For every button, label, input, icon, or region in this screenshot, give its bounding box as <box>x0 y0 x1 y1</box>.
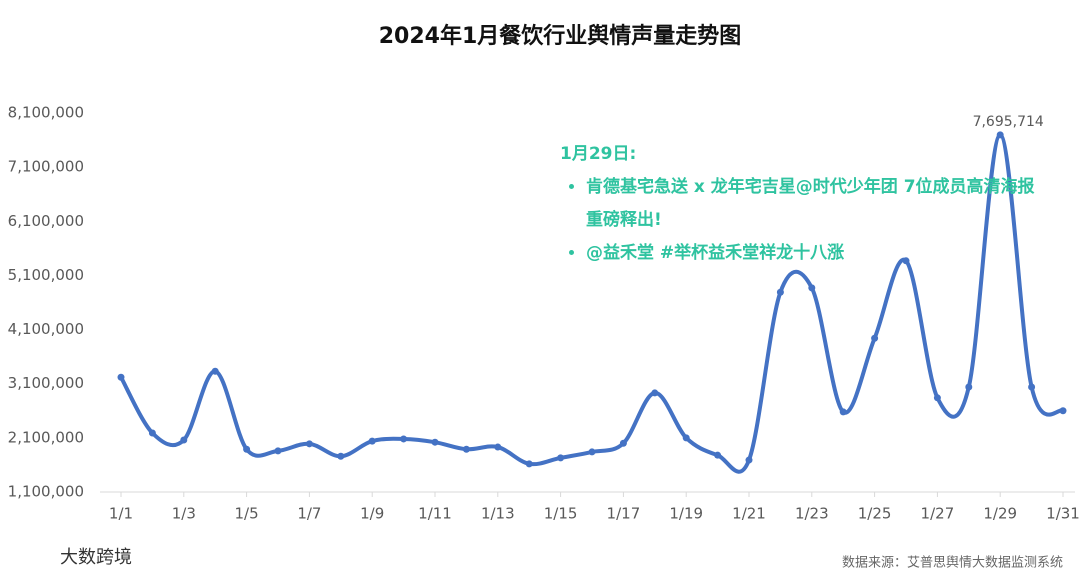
annotation-list: 肯德基宅急送 x 龙年宅吉星@时代少年团 7位成员高清海报重磅释出! @益禾堂 … <box>560 171 1040 270</box>
data-point <box>400 435 408 443</box>
data-point <box>808 284 816 292</box>
x-tick-label: 1/23 <box>795 505 829 523</box>
data-point <box>682 434 690 442</box>
annotation-title: 1月29日: <box>560 144 637 164</box>
y-tick-label: 3,100,000 <box>8 374 84 392</box>
data-point <box>117 373 125 381</box>
data-point <box>337 452 345 460</box>
data-point <box>933 394 941 402</box>
x-tick-label: 1/27 <box>921 505 955 523</box>
x-tick-label: 1/3 <box>172 505 196 523</box>
data-point <box>871 334 879 342</box>
data-point <box>1059 407 1067 415</box>
y-tick-label: 1,100,000 <box>8 483 84 501</box>
x-tick-label: 1/29 <box>983 505 1017 523</box>
x-tick-label: 1/19 <box>669 505 703 523</box>
data-point <box>839 408 847 416</box>
annotation: 1月29日: 肯德基宅急送 x 龙年宅吉星@时代少年团 7位成员高清海报重磅释出… <box>560 138 1040 270</box>
x-tick-label: 1/1 <box>109 505 133 523</box>
data-point <box>368 437 376 445</box>
y-tick-label: 4,100,000 <box>8 320 84 338</box>
logo: 大数跨境 <box>60 547 132 568</box>
data-point <box>619 439 627 447</box>
data-point <box>431 438 439 446</box>
data-point <box>996 131 1004 139</box>
x-tick-label: 1/21 <box>732 505 766 523</box>
y-tick-label: 5,100,000 <box>8 266 84 284</box>
annotation-item: @益禾堂 #举杯益禾堂祥龙十八涨 <box>586 237 1040 270</box>
data-point <box>651 389 659 397</box>
data-point <box>274 447 282 455</box>
data-point <box>745 456 753 464</box>
chart-title: 2024年1月餐饮行业舆情声量走势图 <box>379 23 742 49</box>
data-point <box>965 383 973 391</box>
data-point <box>588 448 596 456</box>
data-point <box>462 445 470 453</box>
x-tick-label: 1/31 <box>1046 505 1080 523</box>
x-tick-label: 1/25 <box>858 505 892 523</box>
data-point <box>776 288 784 296</box>
y-tick-label: 8,100,000 <box>8 104 84 122</box>
data-point <box>525 460 533 468</box>
y-tick-label: 7,100,000 <box>8 158 84 176</box>
x-tick-label: 1/11 <box>418 505 452 523</box>
data-point <box>1028 383 1036 391</box>
data-point <box>902 257 910 265</box>
x-tick-label: 1/15 <box>544 505 578 523</box>
data-point <box>180 436 188 444</box>
x-tick-label: 1/5 <box>235 505 259 523</box>
source: 数据来源：艾普思舆情大数据监测系统 <box>842 556 1063 571</box>
data-point <box>211 367 219 375</box>
data-point <box>243 445 251 453</box>
data-point <box>494 443 502 451</box>
x-tick-label: 1/17 <box>607 505 641 523</box>
data-point <box>714 451 722 459</box>
data-point <box>148 429 156 437</box>
data-point <box>305 440 313 448</box>
x-tick-label: 1/13 <box>481 505 515 523</box>
value-label: 7,695,714 <box>973 114 1044 130</box>
annotation-item: 肯德基宅急送 x 龙年宅吉星@时代少年团 7位成员高清海报重磅释出! <box>586 171 1040 237</box>
data-point <box>557 454 565 462</box>
x-tick-label: 1/9 <box>360 505 384 523</box>
y-tick-label: 2,100,000 <box>8 428 84 446</box>
x-tick-label: 1/7 <box>297 505 321 523</box>
y-tick-label: 6,100,000 <box>8 212 84 230</box>
